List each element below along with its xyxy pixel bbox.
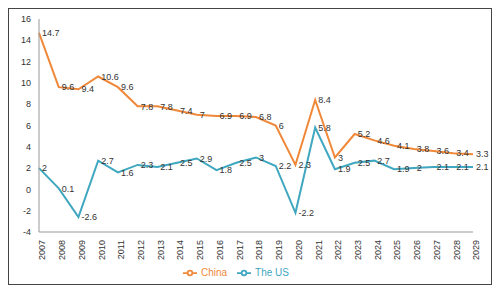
svg-text:1.9: 1.9 <box>397 164 410 174</box>
svg-text:1.9: 1.9 <box>338 164 351 174</box>
svg-text:2007: 2007 <box>37 240 47 260</box>
svg-text:6: 6 <box>26 121 31 131</box>
svg-text:2027: 2027 <box>432 240 442 260</box>
svg-text:2.5: 2.5 <box>239 158 252 168</box>
svg-text:2020: 2020 <box>294 240 304 260</box>
svg-text:2024: 2024 <box>373 240 383 260</box>
svg-text:4.1: 4.1 <box>397 141 410 151</box>
svg-text:2.1: 2.1 <box>456 162 469 172</box>
svg-text:6.9: 6.9 <box>239 111 252 121</box>
svg-text:6.8: 6.8 <box>259 112 272 122</box>
svg-text:2.1: 2.1 <box>437 162 450 172</box>
svg-text:2.5: 2.5 <box>180 158 193 168</box>
svg-text:9.6: 9.6 <box>62 82 75 92</box>
svg-text:0: 0 <box>26 185 31 195</box>
svg-text:6.9: 6.9 <box>220 111 233 121</box>
svg-text:-2.6: -2.6 <box>81 212 97 222</box>
svg-text:14.7: 14.7 <box>42 28 60 38</box>
svg-text:2022: 2022 <box>333 240 343 260</box>
svg-text:2.7: 2.7 <box>101 156 114 166</box>
svg-text:2012: 2012 <box>136 240 146 260</box>
svg-text:2010: 2010 <box>97 240 107 260</box>
html-text:The US: The US <box>255 266 289 278</box>
svg-text:10: 10 <box>21 78 31 88</box>
svg-text:2.1: 2.1 <box>476 162 489 172</box>
svg-text:2011: 2011 <box>116 240 126 259</box>
svg-text:8: 8 <box>26 99 31 109</box>
svg-text:-2.2: -2.2 <box>298 208 314 218</box>
svg-text:9.4: 9.4 <box>81 84 94 94</box>
svg-text:4: 4 <box>26 142 31 152</box>
svg-text:9.6: 9.6 <box>121 82 134 92</box>
svg-text:5.8: 5.8 <box>318 123 331 133</box>
svg-text:12: 12 <box>21 57 31 67</box>
svg-text:2.9: 2.9 <box>200 154 213 164</box>
svg-text:2009: 2009 <box>77 240 87 260</box>
svg-text:2029: 2029 <box>471 240 481 260</box>
svg-text:3.3: 3.3 <box>476 149 489 159</box>
svg-text:7.8: 7.8 <box>160 102 173 112</box>
svg-text:-2: -2 <box>23 206 31 216</box>
svg-text:2.3: 2.3 <box>141 160 154 170</box>
svg-text:14: 14 <box>21 35 31 45</box>
svg-text:7.8: 7.8 <box>141 102 154 112</box>
svg-text:5.2: 5.2 <box>358 129 371 139</box>
svg-text:3: 3 <box>338 153 343 163</box>
svg-text:7: 7 <box>200 110 205 120</box>
svg-text:2: 2 <box>42 163 47 173</box>
svg-text:8.4: 8.4 <box>318 95 331 105</box>
svg-text:3: 3 <box>259 153 264 163</box>
svg-text:3.6: 3.6 <box>437 146 450 156</box>
svg-text:2023: 2023 <box>353 240 363 260</box>
svg-text:2008: 2008 <box>57 240 67 260</box>
svg-text:2018: 2018 <box>254 240 264 260</box>
svg-text:2021: 2021 <box>314 240 324 260</box>
svg-text:0.1: 0.1 <box>62 184 75 194</box>
svg-text:2017: 2017 <box>235 240 245 260</box>
svg-text:3.8: 3.8 <box>417 144 430 154</box>
svg-text:2015: 2015 <box>195 240 205 260</box>
svg-text:2: 2 <box>26 163 31 173</box>
svg-text:1.8: 1.8 <box>220 165 233 175</box>
svg-text:-4: -4 <box>23 227 31 237</box>
html-text:China: China <box>201 266 228 278</box>
svg-text:2.3: 2.3 <box>298 160 311 170</box>
svg-text:2028: 2028 <box>452 240 462 260</box>
svg-text:3.4: 3.4 <box>456 148 469 158</box>
svg-text:10.6: 10.6 <box>101 72 119 82</box>
svg-text:2026: 2026 <box>412 240 422 260</box>
svg-text:2.5: 2.5 <box>358 158 371 168</box>
svg-text:2013: 2013 <box>156 240 166 260</box>
svg-text:2025: 2025 <box>392 240 402 260</box>
svg-text:2014: 2014 <box>175 240 185 260</box>
svg-text:2016: 2016 <box>215 240 225 260</box>
svg-text:2019: 2019 <box>274 240 284 260</box>
svg-text:6: 6 <box>279 121 284 131</box>
svg-text:16: 16 <box>21 14 31 24</box>
svg-text:2.7: 2.7 <box>377 156 390 166</box>
svg-text:4.6: 4.6 <box>377 136 390 146</box>
svg-text:2.1: 2.1 <box>160 162 173 172</box>
svg-text:7.4: 7.4 <box>180 106 193 116</box>
svg-text:2.2: 2.2 <box>279 161 292 171</box>
svg-text:2: 2 <box>417 163 422 173</box>
svg-text:1.6: 1.6 <box>121 168 134 178</box>
